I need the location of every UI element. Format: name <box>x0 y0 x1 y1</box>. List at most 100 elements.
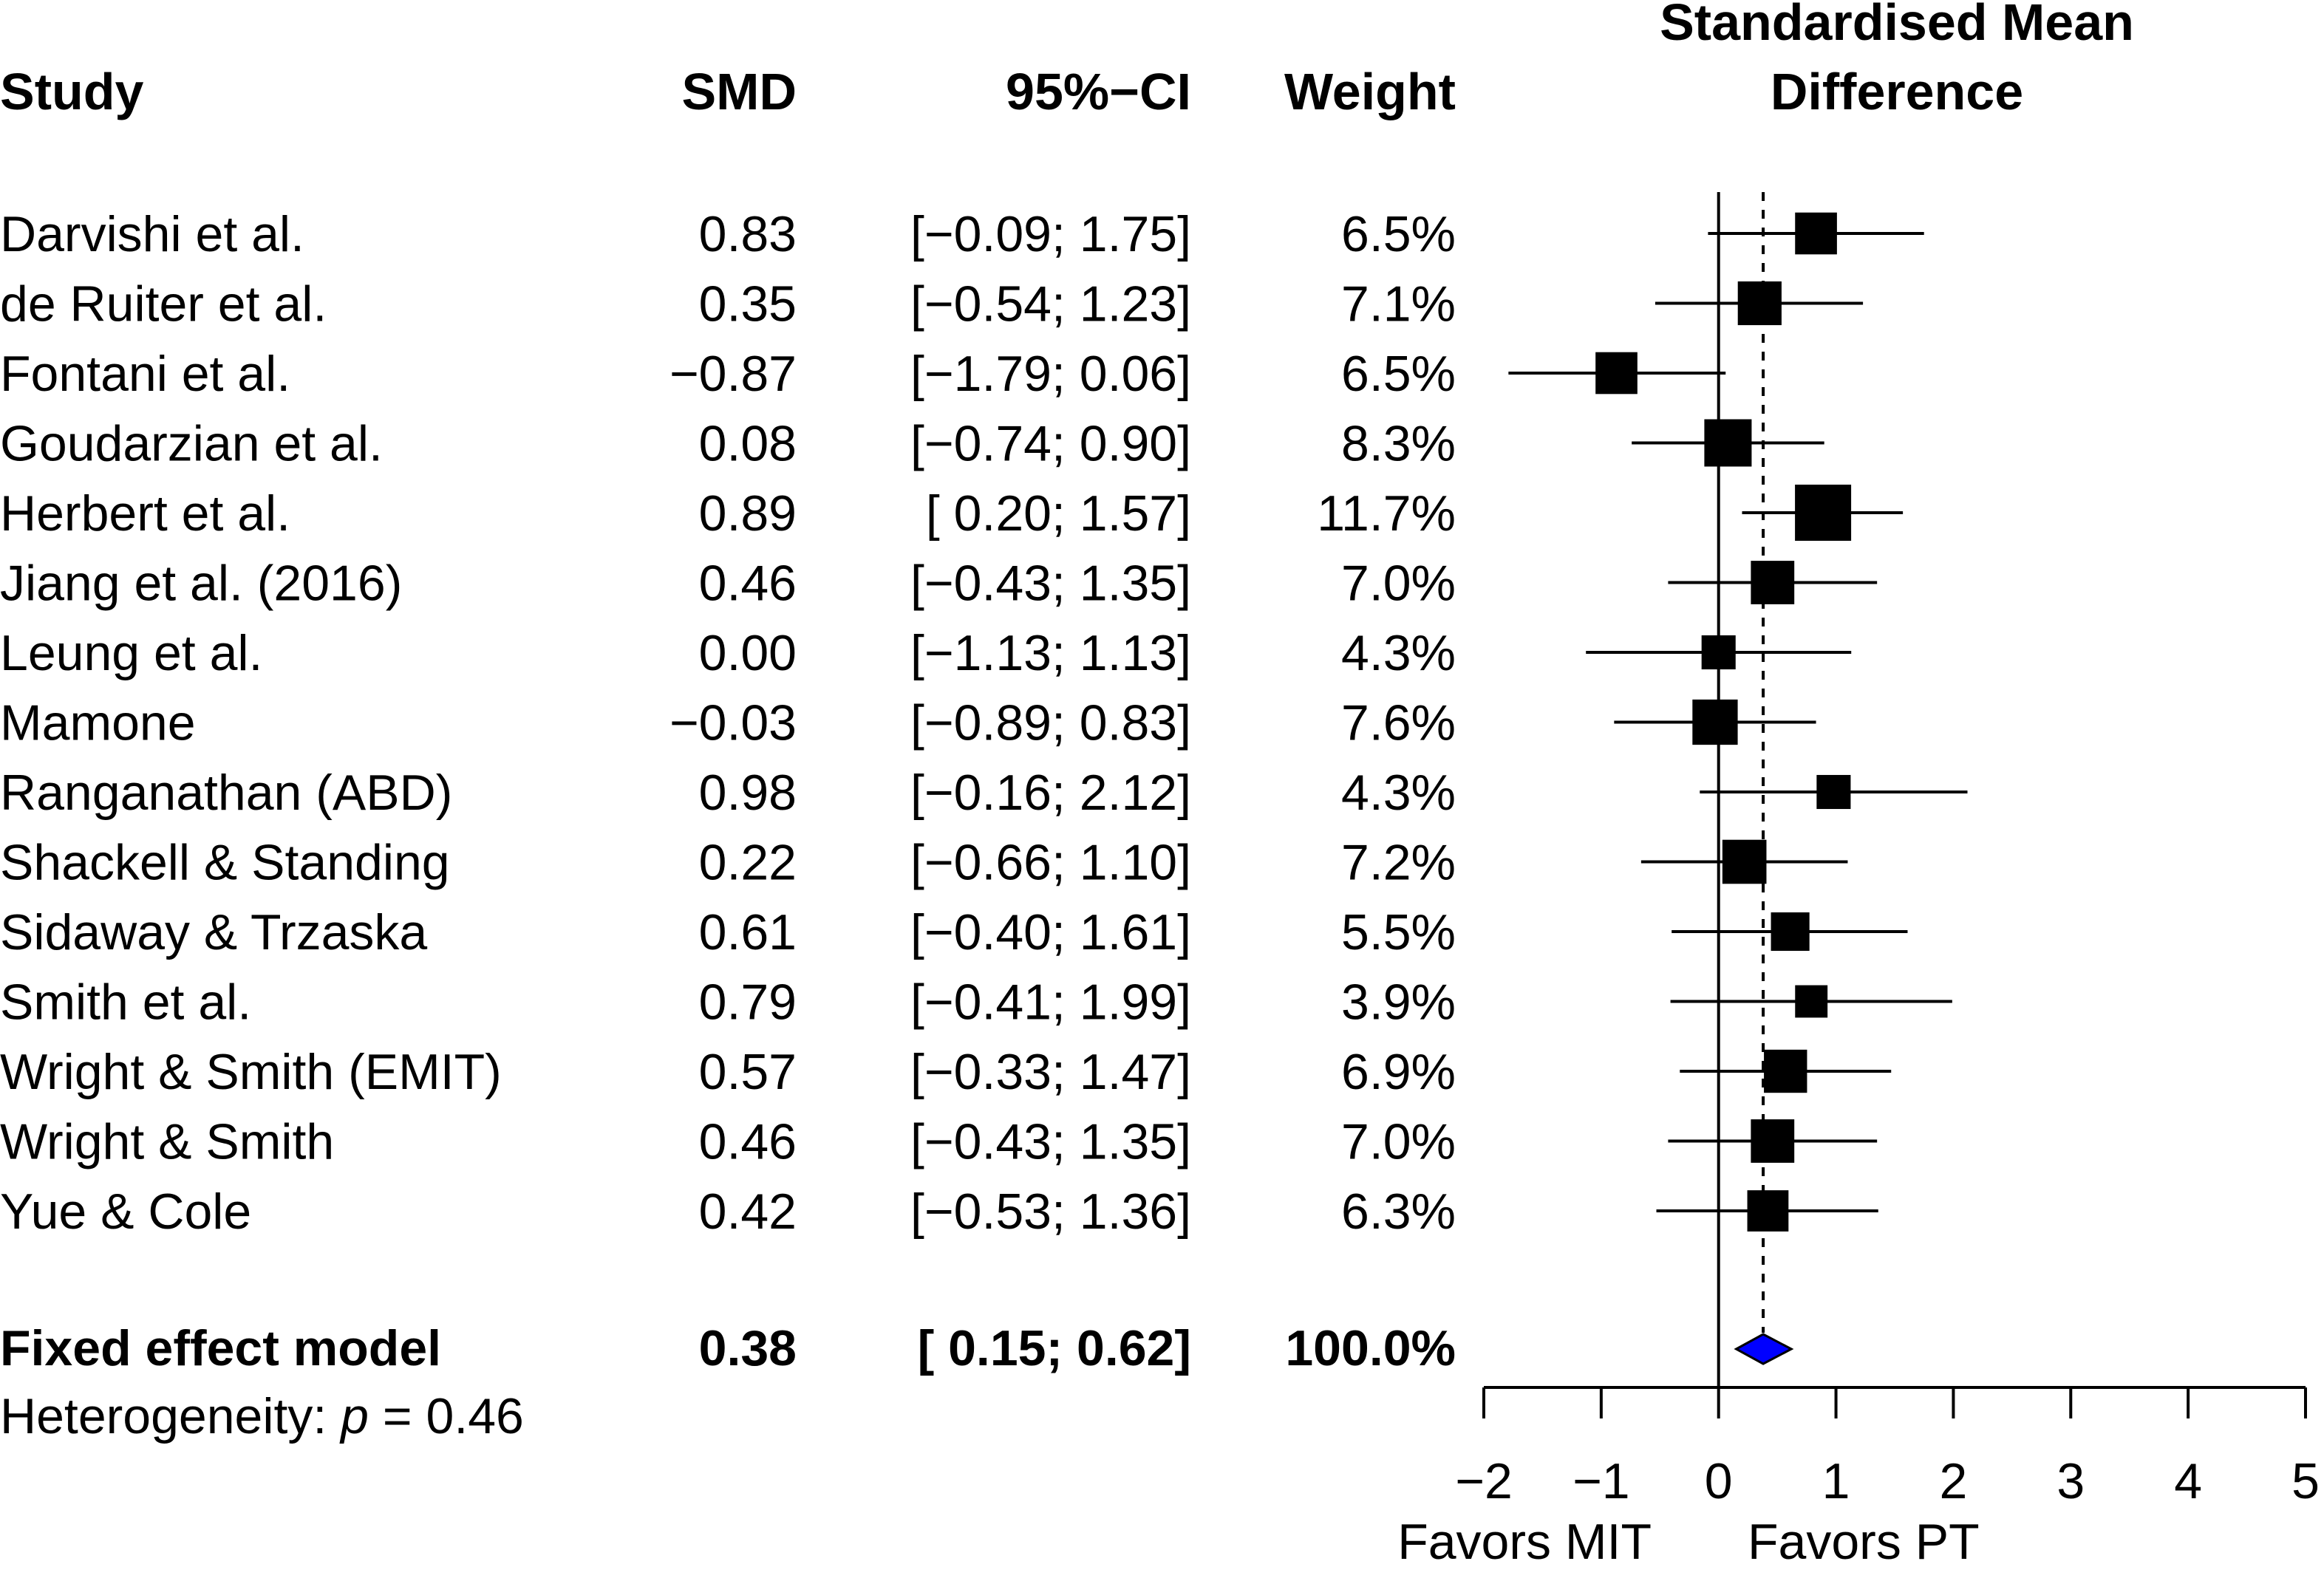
study-smd: 0.98 <box>699 765 797 821</box>
study-smd: 0.57 <box>699 1044 797 1100</box>
study-smd: 0.46 <box>699 556 797 612</box>
heterogeneity-p-symbol: p <box>339 1388 369 1444</box>
study-ci: [−0.09; 1.75] <box>910 206 1191 262</box>
study-weight: 7.2% <box>1341 835 1456 891</box>
study-weight: 7.0% <box>1341 556 1456 612</box>
study-ci: [−0.41; 1.99] <box>910 974 1191 1031</box>
x-tick-label: 1 <box>1822 1453 1850 1509</box>
pooled-weight: 100.0% <box>1285 1320 1456 1376</box>
header-weight: Weight <box>1284 63 1456 120</box>
study-weight: 7.0% <box>1341 1114 1456 1170</box>
effect-square <box>1771 912 1810 952</box>
pooled-row: Fixed effect model 0.38 [ 0.15; 0.62] 10… <box>0 1320 1456 1444</box>
study-weight: 11.7% <box>1317 485 1456 542</box>
header-ci: 95%−CI <box>1006 63 1191 120</box>
pooled-name: Fixed effect model <box>0 1320 441 1376</box>
study-name: Yue & Cole <box>0 1184 251 1240</box>
study-smd: −0.87 <box>669 346 797 402</box>
effect-square <box>1816 774 1851 810</box>
study-weight: 6.9% <box>1341 1044 1456 1100</box>
effect-square <box>1747 1190 1789 1232</box>
x-tick-label: 4 <box>2174 1453 2202 1509</box>
header-study: Study <box>0 63 144 120</box>
effect-square <box>1701 635 1736 670</box>
study-name: Sidaway & Trzaska <box>0 904 427 960</box>
study-smd: 0.89 <box>699 485 797 542</box>
effect-square <box>1692 699 1738 745</box>
study-smd: 0.35 <box>699 276 797 332</box>
header-title-line-2: Difference <box>1771 63 2023 120</box>
study-smd: 0.83 <box>699 206 797 262</box>
study-ci: [−0.43; 1.35] <box>910 1114 1191 1170</box>
heterogeneity-text: Heterogeneity: p = 0.46 <box>0 1388 524 1444</box>
study-ci: [−0.54; 1.23] <box>910 276 1191 332</box>
effect-square <box>1795 485 1852 541</box>
x-tick-label: −2 <box>1455 1453 1513 1509</box>
study-ci: [−0.43; 1.35] <box>910 556 1191 612</box>
study-smd: −0.03 <box>669 695 797 751</box>
study-ci: [−0.16; 2.12] <box>910 765 1191 821</box>
study-smd: 0.42 <box>699 1184 797 1240</box>
favors-right-label: Favors PT <box>1748 1514 1980 1570</box>
study-name: Herbert et al. <box>0 485 290 542</box>
study-smd: 0.22 <box>699 835 797 891</box>
study-name: Smith et al. <box>0 974 251 1031</box>
study-weight: 3.9% <box>1341 974 1456 1031</box>
study-ci: [ 0.20; 1.57] <box>926 485 1191 542</box>
study-name: de Ruiter et al. <box>0 276 327 332</box>
study-weight: 6.3% <box>1341 1184 1456 1240</box>
study-ci: [−0.66; 1.10] <box>910 835 1191 891</box>
study-name: Fontani et al. <box>0 346 290 402</box>
x-tick-label: 3 <box>2056 1453 2085 1509</box>
plot-marks <box>1508 192 1968 1387</box>
effect-square <box>1704 419 1752 467</box>
study-smd: 0.46 <box>699 1114 797 1170</box>
study-name: Wright & Smith <box>0 1114 334 1170</box>
heterogeneity-value: = 0.46 <box>369 1388 524 1444</box>
study-rows: Darvishi et al. 0.83 [−0.09; 1.75] 6.5% de R… <box>0 206 1456 1240</box>
x-axis: −2 −1 0 1 2 3 4 5 <box>1455 1386 2320 1509</box>
pooled-ci: [ 0.15; 0.62] <box>918 1320 1191 1376</box>
study-ci: [−1.79; 0.06] <box>910 346 1191 402</box>
heterogeneity-prefix: Heterogeneity: <box>0 1388 341 1444</box>
study-smd: 0.61 <box>699 904 797 960</box>
effect-square <box>1737 281 1782 326</box>
effect-square <box>1595 352 1638 395</box>
study-name: Goudarzian et al. <box>0 416 383 472</box>
study-weight: 5.5% <box>1341 904 1456 960</box>
pooled-diamond <box>1734 1333 1794 1365</box>
x-tick-label: 0 <box>1705 1453 1733 1509</box>
study-weight: 4.3% <box>1341 625 1456 681</box>
effect-square <box>1751 1119 1795 1163</box>
study-name: Jiang et al. (2016) <box>0 556 402 612</box>
column-headers: Study SMD 95%−CI Weight Standardised Mea… <box>0 0 2134 120</box>
study-ci: [−0.89; 0.83] <box>910 695 1191 751</box>
study-smd: 0.00 <box>699 625 797 681</box>
effect-square <box>1795 212 1837 255</box>
study-name: Ranganathan (ABD) <box>0 765 452 821</box>
x-tick-label: −1 <box>1572 1453 1630 1509</box>
study-weight: 8.3% <box>1341 416 1456 472</box>
study-name: Leung et al. <box>0 625 262 681</box>
x-tick-label: 5 <box>2291 1453 2320 1509</box>
study-name: Shackell & Standing <box>0 835 450 891</box>
effect-square <box>1751 561 1795 604</box>
study-name: Mamone <box>0 695 196 751</box>
effect-square <box>1722 839 1767 884</box>
study-ci: [−0.74; 0.90] <box>910 416 1191 472</box>
effect-square <box>1764 1049 1807 1093</box>
study-name: Wright & Smith (EMIT) <box>0 1044 502 1100</box>
study-ci: [−1.13; 1.13] <box>910 625 1191 681</box>
effect-square <box>1795 985 1828 1018</box>
study-ci: [−0.33; 1.47] <box>910 1044 1191 1100</box>
study-smd: 0.79 <box>699 974 797 1031</box>
study-smd: 0.08 <box>699 416 797 472</box>
study-name: Darvishi et al. <box>0 206 304 262</box>
study-weight: 7.1% <box>1341 276 1456 332</box>
study-weight: 6.5% <box>1341 346 1456 402</box>
header-smd: SMD <box>681 63 797 120</box>
study-ci: [−0.53; 1.36] <box>910 1184 1191 1240</box>
study-weight: 7.6% <box>1341 695 1456 751</box>
header-title-line-1: Standardised Mean <box>1660 0 2134 51</box>
